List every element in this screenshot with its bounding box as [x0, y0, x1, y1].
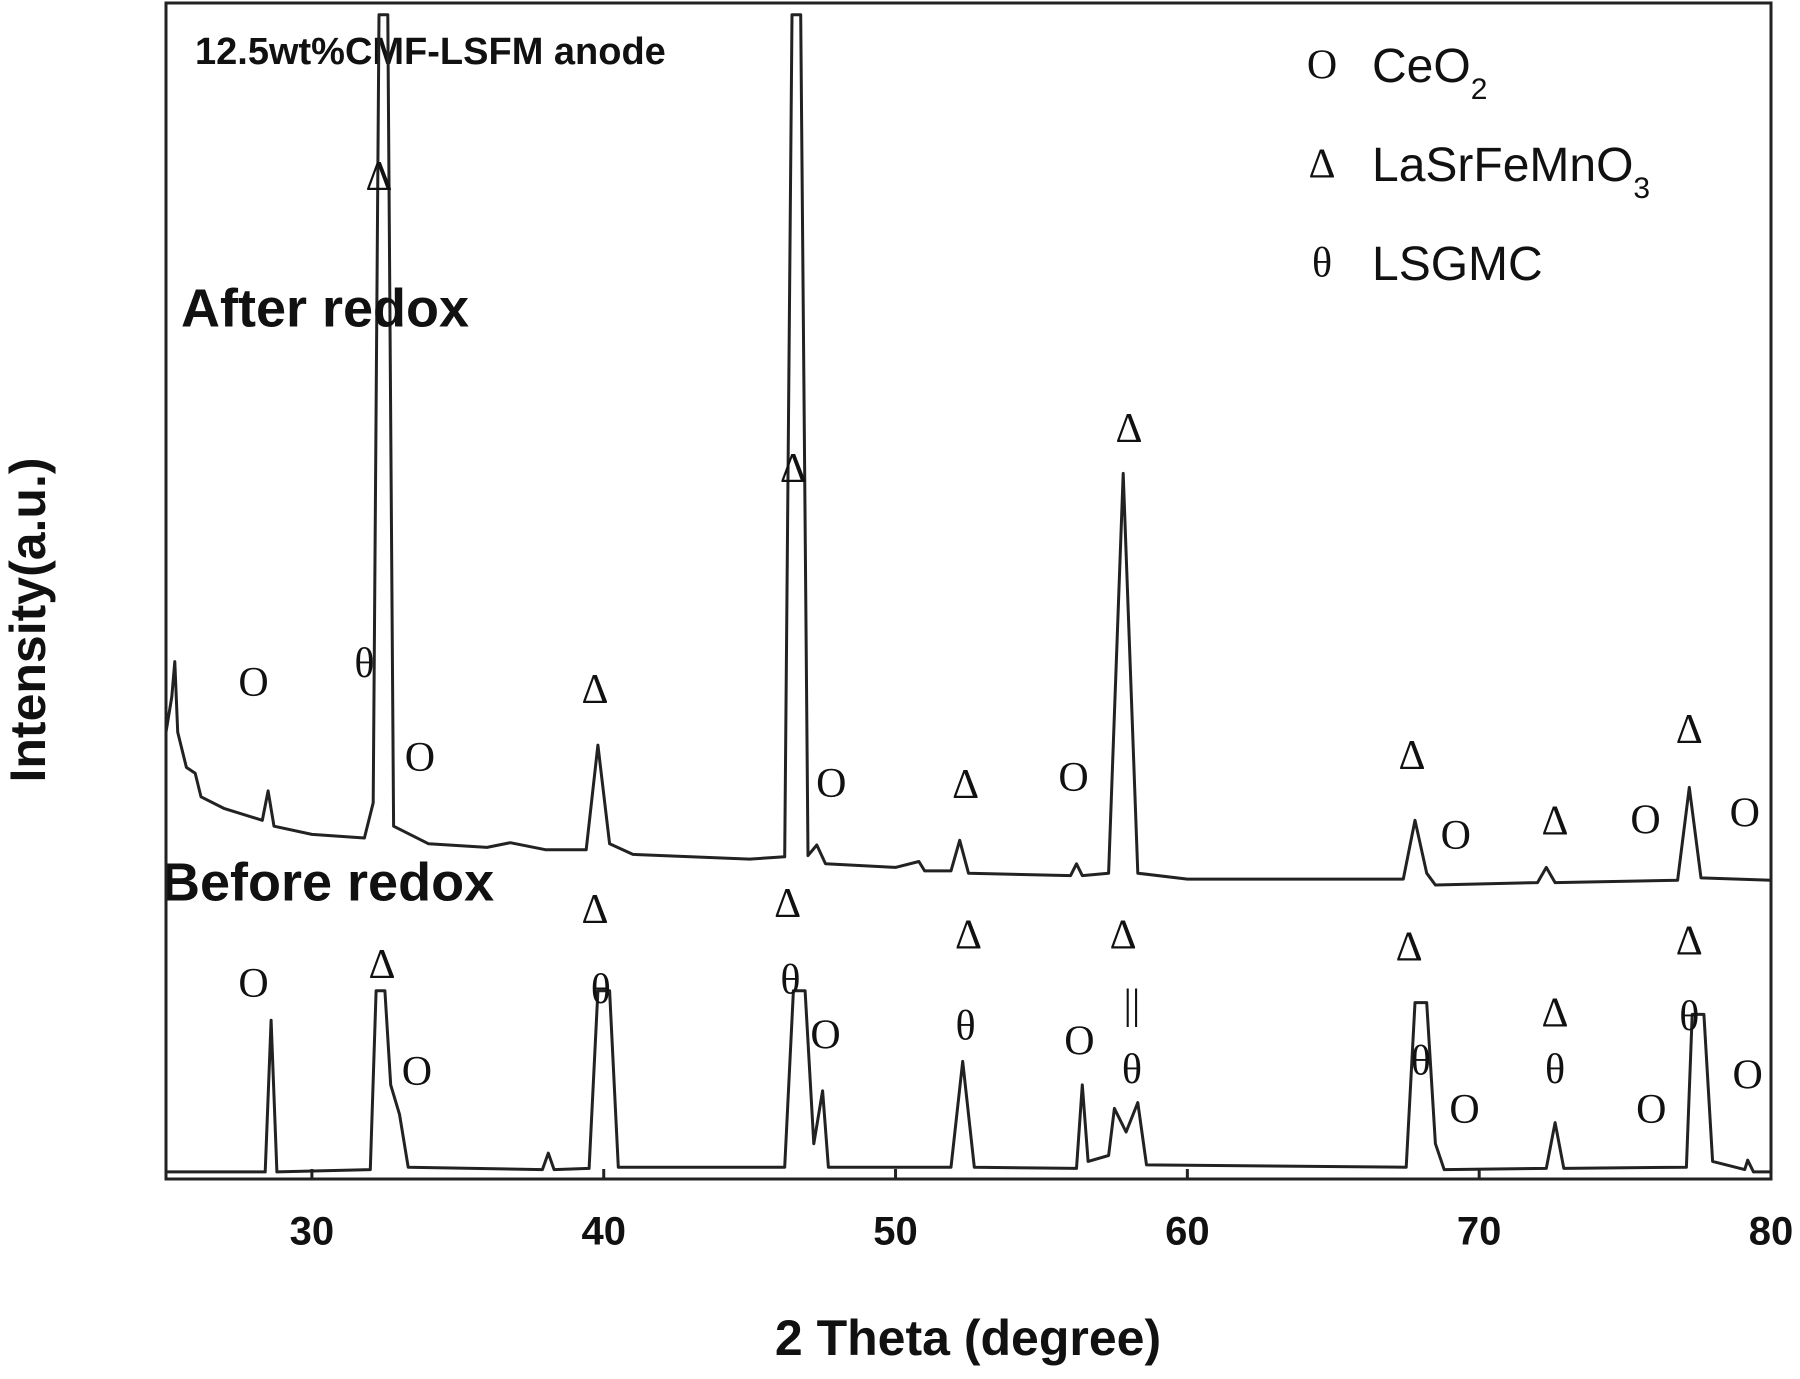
peak-label: θ [1411, 1039, 1431, 1085]
peak-label: Δ [581, 667, 608, 713]
x-axis-label: 2 Theta (degree) [775, 1310, 1161, 1366]
series-line [164, 13, 1772, 887]
legend-symbol: O [1307, 43, 1337, 89]
x-tick-label: 60 [1165, 1210, 1210, 1254]
peak-label: Δ [1542, 799, 1569, 845]
peak-label: Δ [1676, 707, 1703, 753]
peak-label: Δ [1676, 919, 1703, 965]
chart-title: 12.5wt%CMF-LSFM anode [195, 31, 666, 73]
legend-label-text: LSGMC [1372, 238, 1543, 291]
y-axis-label: Intensity(a.u.) [0, 457, 56, 782]
peak-label: O [810, 1013, 840, 1059]
peak-label: O [405, 735, 435, 781]
peak-label: Δ [368, 942, 395, 988]
peak-label: O [1730, 790, 1760, 836]
x-tick-label: 50 [873, 1210, 918, 1254]
peak-label: Δ [780, 446, 807, 492]
legend-subscript: 2 [1471, 73, 1488, 106]
peak-label: O [1058, 755, 1088, 801]
legend-label-text: CeO [1372, 40, 1471, 93]
series-label: Before redox [161, 852, 494, 912]
x-tick-label: 80 [1749, 1210, 1794, 1254]
series-label: After redox [181, 278, 469, 338]
peak-label: O [402, 1049, 432, 1095]
peak-label: O [1441, 813, 1471, 859]
peak-label: θ [1122, 1047, 1142, 1093]
peak-label: θ [1545, 1047, 1565, 1093]
peak-label: θ [780, 957, 800, 1003]
legend-subscript: 3 [1633, 172, 1650, 205]
peak-label: Δ [581, 887, 608, 933]
legend-symbol: θ [1312, 241, 1332, 287]
peak-label: Δ [1542, 990, 1569, 1036]
peak-label: Δ [1115, 406, 1142, 452]
peak-label: O [1732, 1053, 1762, 1099]
peak-label: θ [591, 967, 611, 1013]
peak-label: O [1449, 1087, 1479, 1133]
series-line [166, 989, 1771, 1174]
peak-label: θ [354, 641, 374, 687]
legend-symbol: Δ [1308, 142, 1335, 188]
peak-label: O [1636, 1087, 1666, 1133]
peak-label: Δ [1110, 913, 1137, 959]
legend-label-text: LaSrFeMnO [1372, 139, 1633, 192]
legend-label: CeO2 [1372, 40, 1487, 106]
peak-label: O [238, 660, 268, 706]
x-tick-label: 30 [290, 1210, 335, 1254]
peak-label: Δ [1399, 733, 1426, 779]
peak-label: Δ [366, 154, 393, 200]
peak-label: Δ [774, 881, 801, 927]
peak-label: Δ [952, 762, 979, 808]
legend-label: LSGMC [1372, 238, 1543, 291]
peak-label: O [1630, 797, 1660, 843]
peak-label: || [1124, 982, 1141, 1028]
plot-frame [164, 1, 1773, 1181]
peak-label: O [1064, 1019, 1094, 1065]
x-tick-label: 70 [1457, 1210, 1502, 1254]
peak-label: O [816, 761, 846, 807]
peak-label: θ [1679, 994, 1699, 1040]
legend-label: LaSrFeMnO3 [1372, 139, 1650, 205]
peak-label: Δ [955, 913, 982, 959]
peak-label: O [238, 961, 268, 1007]
peak-label: Δ [1396, 924, 1423, 970]
x-tick-label: 40 [581, 1210, 626, 1254]
peak-label: θ [956, 1003, 976, 1049]
